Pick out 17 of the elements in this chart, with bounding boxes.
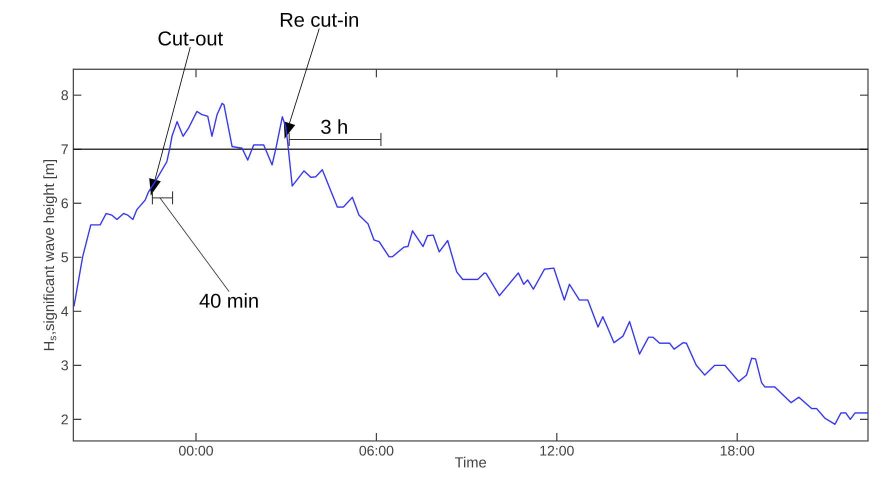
y-axis-title: H$_{s}$,significant wave height [m]	[43, 160, 58, 350]
x-tick-label: 12:00	[540, 446, 574, 456]
y-tick-label: 7	[62, 144, 68, 154]
annotation: Cut-out	[158, 31, 223, 46]
annotation: Re cut-in	[280, 12, 358, 27]
x-tick-label: 06:00	[359, 446, 394, 456]
annotation: 3 h	[321, 119, 347, 134]
x-tick-label: 00:00	[179, 446, 213, 456]
x-axis-title: Time	[454, 456, 486, 468]
y-tick-label: 2	[62, 414, 68, 424]
y-tick-label: 5	[61, 252, 68, 262]
annotation: 40 min	[200, 293, 258, 308]
y-tick-label: 6	[62, 198, 68, 208]
y-tick-label: 3	[61, 360, 68, 370]
x-tick-label: 18:00	[720, 446, 754, 456]
y-tick-label: 8	[61, 90, 68, 100]
y-tick-label: 4	[61, 306, 68, 316]
